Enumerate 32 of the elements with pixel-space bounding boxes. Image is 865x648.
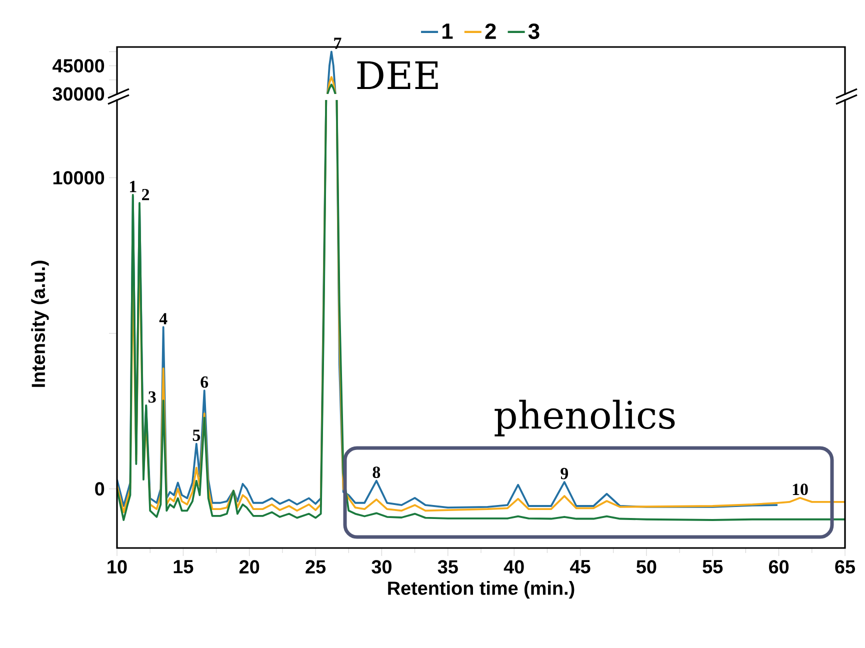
legend-label: 3 bbox=[528, 24, 540, 40]
annotation: 9 bbox=[560, 468, 568, 480]
annotation: 3 bbox=[148, 391, 156, 403]
x-tick-label: 50 bbox=[636, 560, 656, 574]
x-tick-label: 65 bbox=[835, 560, 856, 574]
x-axis-title: Retention time (min.) bbox=[388, 580, 574, 599]
y-tick-label: 45000 bbox=[52, 59, 104, 72]
x-tick-label: 60 bbox=[768, 560, 789, 574]
x-tick-label: 20 bbox=[239, 560, 260, 574]
annotation: phenolics bbox=[494, 400, 675, 436]
annotation: 1 bbox=[130, 180, 136, 192]
y-tick-label: 0 bbox=[95, 482, 104, 496]
x-tick-label: 30 bbox=[372, 560, 392, 574]
annotation: 5 bbox=[192, 430, 200, 441]
annotation: 4 bbox=[159, 313, 168, 324]
y-tick-label: 10000 bbox=[53, 171, 104, 184]
x-tick-label: 35 bbox=[438, 560, 458, 574]
x-tick-label: 15 bbox=[174, 560, 194, 574]
legend-label: 2 bbox=[485, 24, 496, 39]
y-tick-label: 30000 bbox=[52, 87, 104, 101]
legend-label: 1 bbox=[442, 24, 453, 39]
annotation: 2 bbox=[142, 188, 150, 200]
annotation: DEE bbox=[357, 61, 438, 89]
x-tick-label: 40 bbox=[504, 560, 524, 574]
annotation: 6 bbox=[200, 376, 208, 388]
x-tick-label: 55 bbox=[702, 560, 723, 574]
x-tick-label: 10 bbox=[108, 560, 127, 574]
x-tick-label: 25 bbox=[306, 560, 326, 574]
y-axis-title: Intensity (a.u.) bbox=[31, 260, 49, 387]
annotation: 10 bbox=[792, 484, 808, 496]
x-tick-label: 45 bbox=[570, 560, 590, 574]
annotation: 8 bbox=[372, 466, 380, 478]
